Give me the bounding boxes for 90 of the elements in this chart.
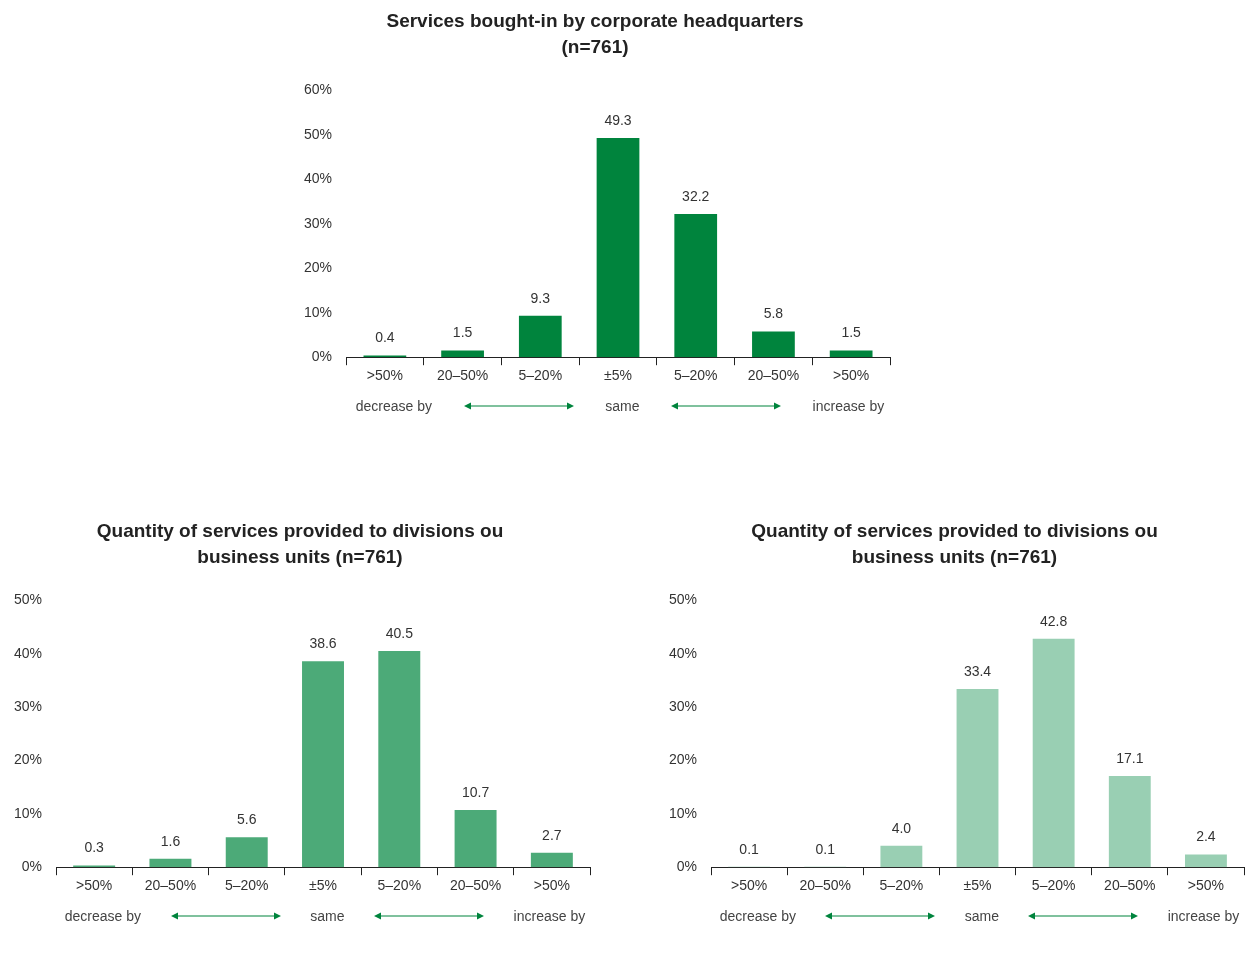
x-tick-label: ±5% <box>309 877 337 894</box>
bar <box>596 137 640 358</box>
data-label: 0.4 <box>375 329 395 346</box>
x-tick-label: 20–50% <box>1104 877 1156 894</box>
bar <box>518 315 562 358</box>
y-tick-label: 10% <box>13 804 43 821</box>
x-tick-label: 5–20% <box>879 877 924 894</box>
x-tick-label: >50% <box>1187 877 1225 894</box>
data-label: 49.3 <box>604 111 632 128</box>
y-tick-label: 30% <box>303 214 333 231</box>
x-tick-label: >50% <box>76 877 113 894</box>
text: same <box>964 908 999 924</box>
data-label: 0.1 <box>739 840 760 857</box>
text: increase by <box>1167 908 1240 924</box>
x-tick-label: 20–50% <box>747 367 800 384</box>
bar <box>829 350 873 358</box>
y-tick-label: 0% <box>21 858 43 875</box>
data-label: 1.5 <box>841 324 862 341</box>
x-tick-label: ±5% <box>604 367 632 384</box>
x-tick-label: >50% <box>366 367 403 384</box>
data-label: 33.4 <box>963 662 992 679</box>
bar <box>1108 775 1151 868</box>
bar <box>225 837 268 868</box>
data-label: 4.0 <box>891 819 912 836</box>
y-tick-label: 40% <box>303 170 333 187</box>
chart-title: Quantity of services provided to divisions ou business units (n=761) <box>750 519 1159 569</box>
x-tick-label: >50% <box>833 367 870 384</box>
y-tick-label: 20% <box>668 751 698 768</box>
y-tick-label: 60% <box>303 81 333 98</box>
x-tick-label: 5–20% <box>224 877 269 894</box>
chart-title: Quantity of services provided to divisions ou business units (n=761) <box>95 519 505 569</box>
y-tick-label: 30% <box>668 697 698 714</box>
chart-title: Services bought-in by corporate headquarters (n=761) <box>385 9 805 59</box>
data-label: 32.2 <box>682 187 710 204</box>
data-label: 17.1 <box>1116 749 1144 766</box>
data-label: 40.5 <box>385 624 414 641</box>
bar <box>302 661 344 868</box>
x-tick-label: 20–50% <box>449 877 502 894</box>
x-tick-label: ±5% <box>963 877 992 894</box>
data-label: 1.6 <box>160 832 181 849</box>
data-label: 0.1 <box>815 840 836 857</box>
x-tick-label: 20–50% <box>799 877 851 894</box>
data-label: 5.6 <box>236 811 257 828</box>
y-tick-label: 50% <box>303 125 333 142</box>
data-label: 2.7 <box>542 826 562 843</box>
data-label: 9.3 <box>530 289 551 306</box>
bar <box>956 688 999 868</box>
x-tick-label: >50% <box>533 877 570 894</box>
x-tick-label: 5–20% <box>377 877 422 894</box>
x-tick-label: 5–20% <box>673 367 718 384</box>
bar <box>880 845 923 868</box>
data-label: 1.5 <box>452 324 473 341</box>
y-tick-label: 0% <box>676 858 698 875</box>
text: same <box>310 908 345 924</box>
text: decrease by <box>64 908 142 924</box>
bar <box>454 810 497 868</box>
text: increase by <box>513 908 586 924</box>
data-label: 42.8 <box>1040 612 1068 629</box>
data-label: 10.7 <box>461 783 490 800</box>
x-tick-label: >50% <box>730 877 768 894</box>
data-label: 5.8 <box>763 305 784 322</box>
x-tick-label: 20–50% <box>436 367 489 384</box>
data-label: 2.4 <box>1196 828 1216 845</box>
y-tick-label: 50% <box>13 591 43 608</box>
data-label: 0.3 <box>84 839 105 856</box>
data-label: 38.6 <box>309 635 337 652</box>
bar <box>674 214 718 358</box>
y-tick-label: 10% <box>303 303 333 320</box>
bar <box>441 350 484 358</box>
x-tick-label: 20–50% <box>144 877 197 894</box>
bar <box>149 858 192 868</box>
bar <box>752 331 795 358</box>
y-tick-label: 10% <box>668 804 698 821</box>
bar <box>1184 854 1227 868</box>
bar <box>530 852 573 868</box>
y-tick-label: 40% <box>13 644 43 661</box>
y-tick-label: 50% <box>668 591 698 608</box>
y-tick-label: 0% <box>311 348 333 365</box>
text: decrease by <box>355 398 433 414</box>
x-tick-label: 5–20% <box>1031 877 1076 894</box>
bar <box>1032 638 1075 868</box>
y-tick-label: 20% <box>13 751 43 768</box>
text: same <box>605 398 640 414</box>
y-tick-label: 30% <box>13 697 43 714</box>
y-tick-label: 20% <box>303 259 333 276</box>
text: increase by <box>812 398 885 414</box>
bar <box>378 651 421 868</box>
y-tick-label: 40% <box>668 644 698 661</box>
text: decrease by <box>719 908 796 924</box>
x-tick-label: 5–20% <box>518 367 563 384</box>
